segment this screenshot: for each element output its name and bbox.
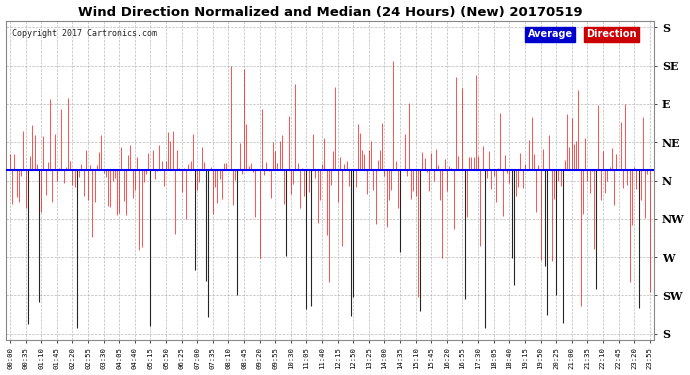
Text: Average: Average — [528, 29, 573, 39]
Text: Copyright 2017 Cartronics.com: Copyright 2017 Cartronics.com — [12, 29, 157, 38]
Text: Direction: Direction — [586, 29, 637, 39]
Title: Wind Direction Normalized and Median (24 Hours) (New) 20170519: Wind Direction Normalized and Median (24… — [77, 6, 582, 18]
